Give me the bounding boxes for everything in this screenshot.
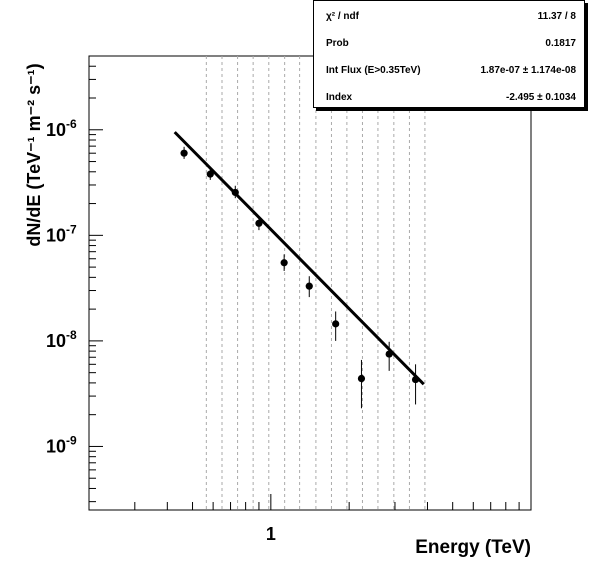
plot-frame (88, 55, 532, 511)
stats-key: Index (326, 92, 353, 103)
stats-key: Int Flux (E>0.35TeV) (326, 65, 421, 76)
stats-row-index: Index -2.495 ± 0.1034 (314, 84, 584, 111)
x-axis-ticks (134, 494, 520, 510)
grid-lines (205, 56, 426, 510)
y-tick-label: 10-8 (46, 328, 77, 351)
stats-value: 0.1817 (545, 38, 576, 49)
y-axis-tick-labels: 10-6 10-7 10-8 10-9 (46, 117, 77, 457)
y-axis-ticks (89, 55, 103, 503)
x-tick-label-1: 1 (266, 524, 276, 544)
fit-line (173, 131, 425, 386)
data-point (255, 219, 263, 227)
x-axis-label: Energy (TeV) (415, 537, 531, 558)
data-point (332, 320, 340, 328)
y-tick-label: 10-6 (46, 117, 77, 140)
data-point (206, 170, 214, 178)
stats-value: 1.87e-07 ± 1.174e-08 (480, 65, 576, 76)
stats-value: -2.495 ± 0.1034 (506, 92, 576, 103)
stats-value: 11.37 / 8 (537, 11, 576, 22)
y-tick-label: 10-9 (46, 433, 77, 456)
stats-key: χ² / ndf (326, 11, 359, 22)
stats-box: χ² / ndf 11.37 / 8 Prob 0.1817 Int Flux … (313, 0, 585, 108)
data-point (385, 350, 393, 358)
data-point (357, 374, 366, 383)
data-point (305, 282, 313, 290)
y-tick-label: 10-7 (46, 222, 77, 245)
data-point (180, 149, 188, 157)
stats-key: Prob (326, 38, 349, 49)
data-point (231, 188, 239, 197)
stats-row-int-flux: Int Flux (E>0.35TeV) 1.87e-07 ± 1.174e-0… (314, 57, 584, 84)
y-axis-label: dN/dE (TeV⁻¹ m⁻² s⁻¹) (24, 63, 44, 246)
data-point (280, 259, 288, 267)
stats-row-prob: Prob 0.1817 (314, 30, 584, 57)
data-point (411, 375, 420, 384)
data-points (180, 146, 420, 409)
fit-line-segment (173, 131, 425, 386)
stats-row-chi2: χ² / ndf 11.37 / 8 (314, 3, 584, 30)
